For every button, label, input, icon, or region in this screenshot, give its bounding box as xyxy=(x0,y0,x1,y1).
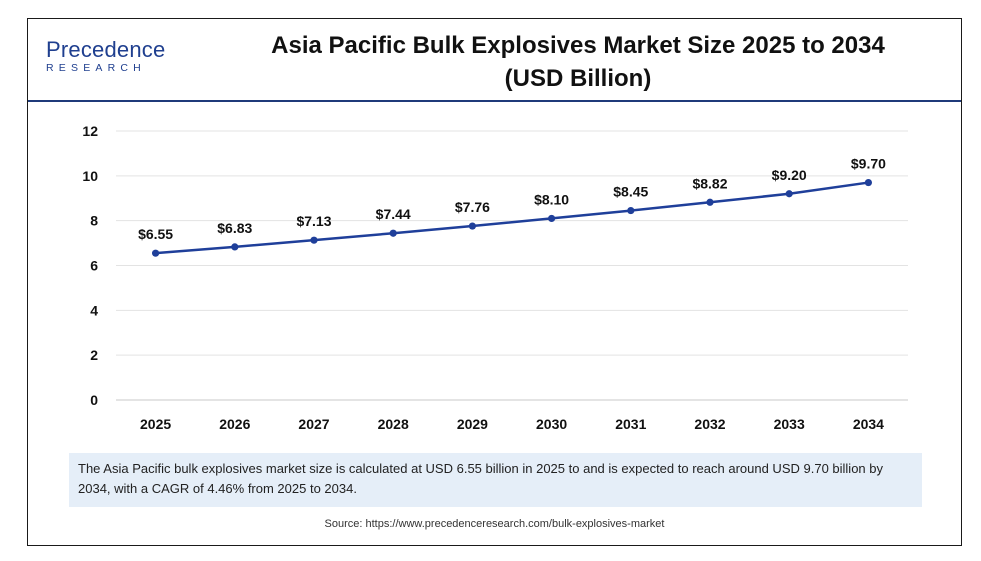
logo-subtitle: RESEARCH xyxy=(46,62,146,74)
y-tick-label: 0 xyxy=(90,392,98,408)
data-label: $7.13 xyxy=(296,213,331,229)
data-label: $8.45 xyxy=(613,184,648,200)
x-tick-label: 2034 xyxy=(853,416,884,432)
brand-logo: Precedence RESEARCH xyxy=(46,37,166,75)
y-tick-label: 2 xyxy=(90,347,98,363)
x-tick-label: 2025 xyxy=(140,416,171,432)
x-tick-label: 2029 xyxy=(457,416,488,432)
chart-title-line-2: (USD Billion) xyxy=(504,65,652,92)
x-tick-label: 2028 xyxy=(378,416,409,432)
y-tick-label: 8 xyxy=(90,213,98,229)
y-tick-label: 4 xyxy=(90,302,98,318)
header-divider xyxy=(28,100,961,102)
data-point xyxy=(706,198,714,206)
data-label: $7.44 xyxy=(376,206,411,222)
x-tick-label: 2030 xyxy=(536,416,567,432)
series-line xyxy=(155,181,869,255)
summary-text: The Asia Pacific bulk explosives market … xyxy=(78,461,883,496)
data-label: $7.76 xyxy=(455,199,490,215)
data-point xyxy=(785,190,793,198)
data-label: $6.83 xyxy=(217,220,252,236)
chart-title: Asia Pacific Bulk Explosives Market Size… xyxy=(218,29,938,95)
y-tick-label: 10 xyxy=(82,168,98,184)
chart-title-line-1: Asia Pacific Bulk Explosives Market Size… xyxy=(271,32,885,59)
data-point xyxy=(864,178,873,187)
source-note: Source: https://www.precedenceresearch.c… xyxy=(324,518,665,530)
y-tick-label: 6 xyxy=(90,258,98,274)
data-label: $6.55 xyxy=(138,226,173,242)
line-chart: 0 2 4 6 8 10 12 2025 2026 2027 2028 2029 2030 2031 203… xyxy=(82,123,908,432)
logo-wordmark: Precedence xyxy=(46,37,166,62)
data-label: $8.10 xyxy=(534,191,569,207)
x-tick-label: 2031 xyxy=(615,416,646,432)
data-point xyxy=(152,249,160,257)
data-point xyxy=(389,229,397,237)
summary-box: The Asia Pacific bulk explosives market … xyxy=(69,453,922,507)
data-point xyxy=(310,236,318,244)
data-point xyxy=(468,222,476,230)
data-label: $9.20 xyxy=(772,167,807,183)
x-tick-label: 2032 xyxy=(694,416,725,432)
data-point xyxy=(231,243,239,251)
data-label: $8.82 xyxy=(692,175,727,191)
chart-frame: Precedence RESEARCH Asia Pacific Bulk Ex… xyxy=(27,18,962,546)
data-label: $9.70 xyxy=(851,156,886,172)
data-point xyxy=(627,206,635,215)
y-tick-label: 12 xyxy=(82,123,98,139)
x-tick-label: 2026 xyxy=(219,416,250,432)
data-point xyxy=(548,214,556,223)
x-tick-label: 2027 xyxy=(298,416,329,432)
x-tick-label: 2033 xyxy=(774,416,805,432)
